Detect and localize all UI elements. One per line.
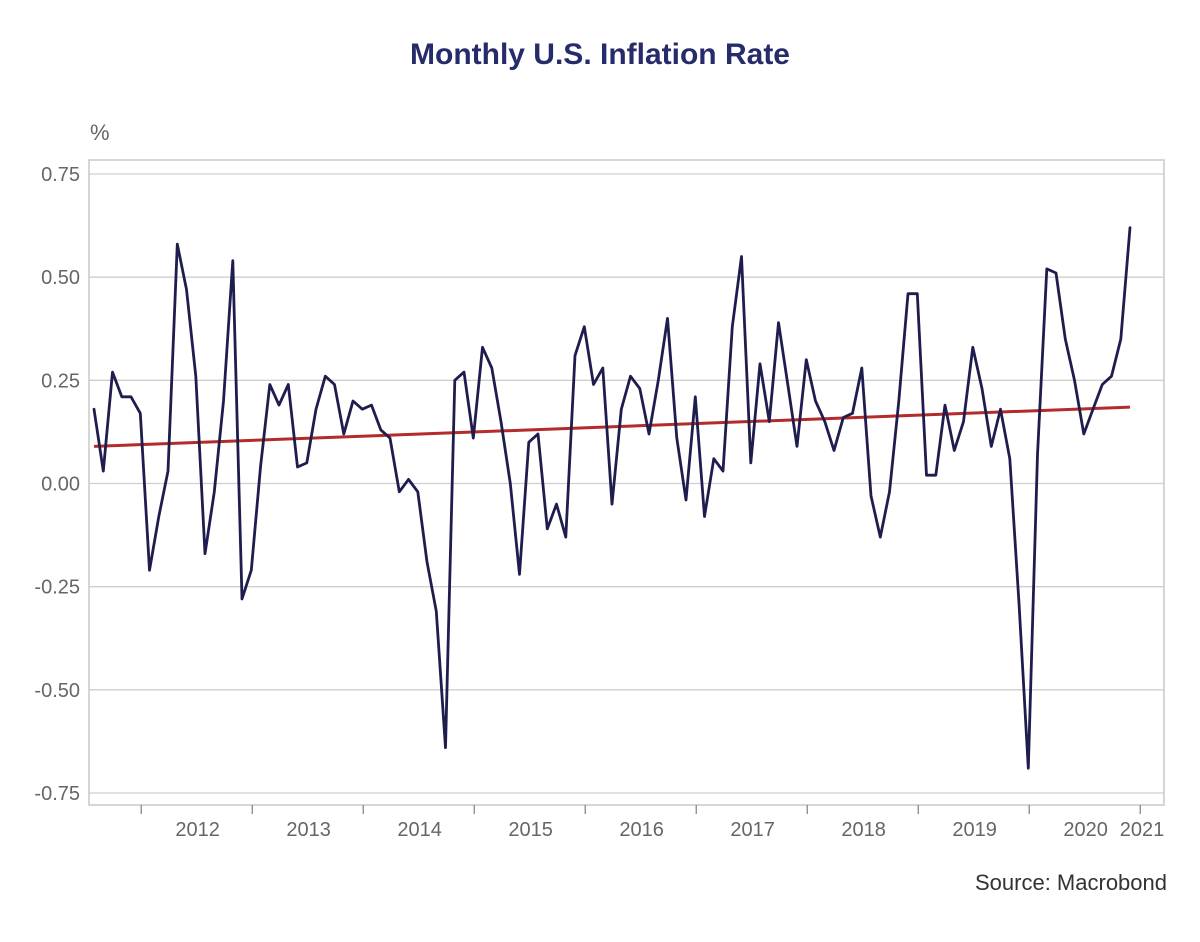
- y-tick-label: -0.25: [34, 577, 80, 599]
- x-tick-label: 2013: [286, 819, 331, 841]
- plot-frame: [88, 159, 1165, 806]
- y-tick-label: 0.00: [41, 474, 80, 496]
- y-tick-label: -0.50: [34, 680, 80, 702]
- x-tick-label: 2012: [175, 819, 220, 841]
- x-axis: 2012 2013 2014 2015 2016 2017 2018 2019 2020 2021: [140, 805, 1165, 841]
- y-tick-label: 0.75: [41, 164, 80, 186]
- y-tick-label: -0.75: [34, 783, 80, 805]
- x-tick-label: 2019: [952, 819, 997, 841]
- y-tick-label: 0.50: [41, 267, 80, 289]
- y-axis: 0.75 0.50 0.25 0.00 -0.25 -0.50 -0.75: [34, 164, 80, 805]
- x-tick-label: 2020: [1063, 819, 1108, 841]
- x-tick-label: 2018: [841, 819, 886, 841]
- x-tick-label: 2017: [730, 819, 775, 841]
- trend-line: [93, 405, 1131, 448]
- series-layer: [92, 226, 1132, 770]
- x-tick-label: 2015: [508, 819, 553, 841]
- y-tick-label: 0.25: [41, 370, 80, 392]
- x-tick-label: 2014: [397, 819, 442, 841]
- chart-title: Monthly U.S. Inflation Rate: [410, 38, 790, 71]
- y-axis-unit: %: [90, 120, 110, 145]
- gridlines: [89, 173, 1164, 794]
- inflation-rate-line: [92, 226, 1132, 770]
- source-note: Source: Macrobond: [975, 870, 1167, 895]
- x-tick-label: 2016: [619, 819, 664, 841]
- x-tick-label: 2021: [1120, 819, 1165, 841]
